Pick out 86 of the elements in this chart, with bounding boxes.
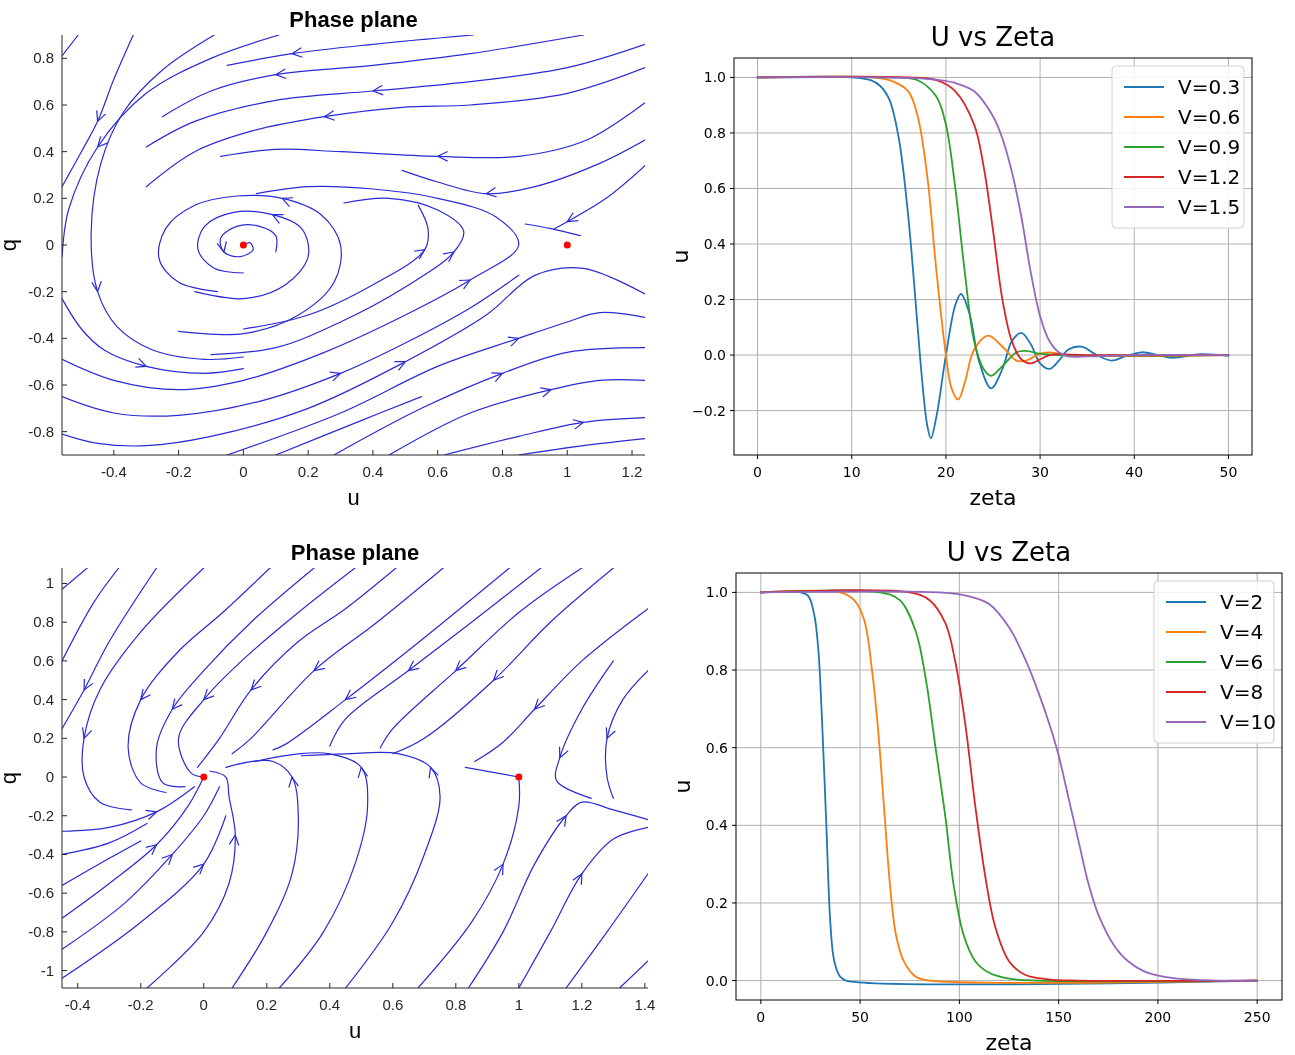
chart-title: Phase plane bbox=[290, 540, 420, 565]
y-tick-label: -0.4 bbox=[28, 845, 54, 863]
y-tick-label: 1.0 bbox=[705, 584, 728, 601]
x-tick-label: 100 bbox=[946, 1009, 973, 1025]
legend-label: V=6 bbox=[1220, 650, 1264, 674]
y-tick-label: 0 bbox=[45, 236, 54, 253]
y-tick-label: 0.6 bbox=[33, 651, 54, 669]
y-tick-label: 0.8 bbox=[703, 124, 726, 141]
chart-title: U vs Zeta bbox=[946, 537, 1072, 567]
y-tick-label: 0.4 bbox=[33, 690, 54, 708]
y-tick-label: -0.2 bbox=[28, 806, 54, 824]
y-tick-label: 1 bbox=[45, 574, 54, 592]
x-tick-label: 0.2 bbox=[297, 463, 319, 480]
x-tick-label: 0 bbox=[753, 464, 763, 480]
x-tick-label: 0.4 bbox=[362, 463, 384, 480]
x-tick-label: -0.4 bbox=[64, 996, 91, 1013]
y-tick-label: 0.4 bbox=[705, 817, 729, 834]
y-tick-label: -1 bbox=[40, 961, 54, 979]
y-tick-label: 1.0 bbox=[703, 69, 726, 86]
y-tick-label: 0.0 bbox=[705, 972, 728, 989]
legend-label: V=4 bbox=[1220, 620, 1264, 644]
x-tick-label: 30 bbox=[1031, 464, 1050, 480]
x-tick-label: 40 bbox=[1125, 464, 1144, 480]
x-tick-label: 20 bbox=[937, 464, 955, 480]
chart-title: U vs Zeta bbox=[930, 22, 1056, 52]
y-axis-title: q bbox=[0, 771, 21, 785]
x-tick-label: 1.2 bbox=[571, 996, 593, 1013]
y-tick-label: 0.4 bbox=[33, 142, 54, 160]
x-tick-label: -0.4 bbox=[100, 463, 127, 480]
x-tick-label: 0.2 bbox=[256, 996, 278, 1013]
x-tick-label: 0.8 bbox=[492, 463, 513, 480]
x-tick-label: 50 bbox=[1219, 464, 1238, 480]
x-tick-label: 10 bbox=[842, 464, 861, 480]
y-tick-label: -0.6 bbox=[28, 376, 54, 393]
y-axis-title: u bbox=[668, 249, 693, 264]
y-tick-label: 0.0 bbox=[703, 347, 726, 364]
x-axis-title: zeta bbox=[969, 485, 1017, 510]
x-tick-label: -0.2 bbox=[165, 463, 192, 480]
y-tick-label: -0.4 bbox=[28, 329, 54, 347]
x-axis-title: u bbox=[347, 485, 360, 510]
x-tick-label: 50 bbox=[851, 1009, 869, 1025]
x-tick-label: 1 bbox=[514, 996, 523, 1013]
y-tick-label: 0.6 bbox=[703, 180, 727, 197]
x-axis-title: u bbox=[348, 1018, 362, 1043]
legend-label: V=0.6 bbox=[1178, 105, 1241, 129]
x-tick-label: 150 bbox=[1045, 1009, 1072, 1025]
y-tick-label: 0.8 bbox=[33, 49, 54, 67]
y-tick-label: 0.2 bbox=[33, 729, 54, 747]
legend-label: V=1.5 bbox=[1178, 195, 1241, 219]
x-tick-label: 1.4 bbox=[634, 996, 656, 1013]
y-tick-label: 0.8 bbox=[705, 662, 728, 679]
y-tick-label: −0.2 bbox=[692, 402, 726, 419]
y-tick-label: 0.6 bbox=[33, 96, 54, 113]
legend-label: V=1.2 bbox=[1178, 165, 1241, 189]
y-tick-label: -0.2 bbox=[28, 282, 54, 300]
x-tick-label: 1 bbox=[563, 463, 572, 480]
y-tick-label: 0.2 bbox=[703, 291, 726, 308]
chart-title: Phase plane bbox=[289, 7, 418, 32]
legend-label: V=10 bbox=[1220, 710, 1276, 734]
y-tick-label: 0.8 bbox=[33, 613, 54, 631]
y-tick-label: 0.2 bbox=[33, 189, 54, 207]
x-tick-label: 0.6 bbox=[382, 996, 404, 1013]
x-tick-label: 0 bbox=[239, 463, 248, 480]
x-tick-label: 0 bbox=[756, 1009, 766, 1025]
x-tick-label: 0 bbox=[199, 996, 208, 1013]
x-tick-label: 0.6 bbox=[427, 463, 449, 480]
legend-label: V=0.9 bbox=[1178, 135, 1241, 159]
y-axis-title: q bbox=[0, 238, 21, 252]
x-tick-label: -0.2 bbox=[127, 996, 154, 1013]
x-tick-label: 0.8 bbox=[445, 996, 467, 1013]
y-axis-title: u bbox=[670, 779, 695, 794]
y-tick-label: -0.8 bbox=[28, 922, 54, 940]
x-tick-label: 0.4 bbox=[319, 996, 341, 1013]
x-tick-label: 200 bbox=[1144, 1009, 1172, 1025]
y-tick-label: 0.2 bbox=[705, 894, 728, 911]
x-tick-label: 1.2 bbox=[621, 463, 643, 480]
y-tick-label: 0.4 bbox=[703, 236, 727, 253]
y-tick-label: 0.6 bbox=[705, 739, 729, 756]
x-tick-label: 250 bbox=[1243, 1009, 1271, 1025]
legend-label: V=8 bbox=[1220, 680, 1264, 704]
y-tick-label: 0 bbox=[45, 768, 54, 786]
y-tick-label: -0.8 bbox=[28, 422, 54, 440]
y-tick-label: -0.6 bbox=[28, 884, 54, 902]
legend-label: V=0.3 bbox=[1178, 75, 1241, 99]
x-axis-title: zeta bbox=[985, 1030, 1033, 1055]
legend-label: V=2 bbox=[1220, 590, 1264, 614]
